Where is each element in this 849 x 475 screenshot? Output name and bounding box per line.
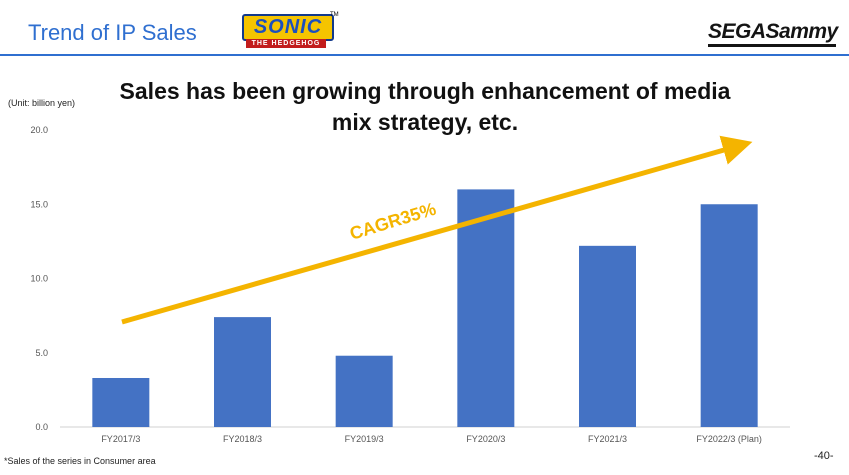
page-title: Trend of IP Sales [28,20,197,45]
x-tick-label: FY2022/3 (Plan) [696,434,762,444]
sega-sammy-logo-underline [708,44,836,47]
x-tick-label: FY2019/3 [345,434,384,444]
y-axis: 0.0 5.0 10.0 15.0 20.0 [30,125,48,432]
bar-fy2017-3 [92,377,150,427]
x-tick-label: FY2018/3 [223,434,262,444]
x-tick-label: FY2021/3 [588,434,627,444]
bar-fy2020-3 [457,189,515,427]
y-tick-label: 10.0 [30,274,48,284]
y-tick-label: 15.0 [30,199,48,209]
sonic-logo-tm: TM [330,12,339,18]
y-tick-label: 20.0 [30,125,48,135]
bar-fy2022-3-plan- [700,204,758,427]
x-tick-label: FY2020/3 [466,434,505,444]
header-rule [0,54,849,56]
bars [92,189,758,427]
sonic-logo-subtitle: THE HEDGEHOG [246,39,326,48]
y-tick-label: 5.0 [35,348,48,358]
x-tick-label: FY2017/3 [101,434,140,444]
bar-fy2019-3 [335,355,393,427]
sonic-logo-word: SONIC [242,14,334,41]
page-number: -40- [814,450,834,462]
footnote: *Sales of the series in Consumer area [4,456,156,466]
unit-label: (Unit: billion yen) [8,98,76,108]
bar-fy2018-3 [214,317,271,427]
x-axis: FY2017/3 FY2018/3 FY2019/3 FY2020/3 FY2021/3… [101,434,762,444]
growth-arrow [121,135,753,325]
sonic-logo: SONIC THE HEDGEHOG TM [242,12,339,48]
y-tick-label: 0.0 [35,422,48,432]
bar-fy2021-3 [579,245,636,427]
sega-sammy-logo: SEGASammy [708,20,838,43]
headline: Sales has been growing through enhanceme… [119,78,731,135]
